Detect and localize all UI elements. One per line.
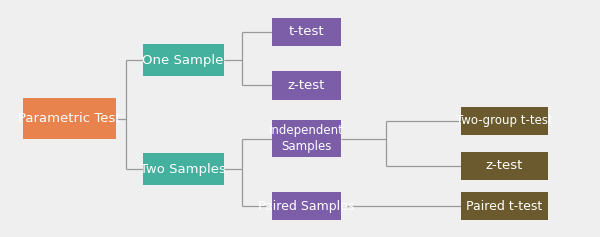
FancyBboxPatch shape	[271, 192, 341, 220]
Text: Two-group t-test: Two-group t-test	[455, 114, 553, 127]
Text: One Sample: One Sample	[142, 54, 224, 67]
Text: t-test: t-test	[288, 26, 324, 38]
FancyBboxPatch shape	[271, 120, 341, 157]
Text: Paired Samples: Paired Samples	[258, 200, 354, 213]
Text: Independent
Samples: Independent Samples	[269, 124, 343, 153]
Text: z-test: z-test	[287, 79, 325, 92]
Text: z-test: z-test	[485, 160, 523, 172]
Text: Paired t-test: Paired t-test	[466, 200, 542, 213]
Text: Two Samples: Two Samples	[140, 163, 226, 176]
Text: Parametric Test: Parametric Test	[17, 112, 121, 125]
FancyBboxPatch shape	[271, 71, 341, 100]
FancyBboxPatch shape	[143, 154, 223, 186]
FancyBboxPatch shape	[271, 18, 341, 46]
FancyBboxPatch shape	[143, 45, 223, 77]
FancyBboxPatch shape	[461, 192, 548, 220]
FancyBboxPatch shape	[461, 107, 548, 135]
FancyBboxPatch shape	[461, 152, 548, 180]
FancyBboxPatch shape	[23, 98, 115, 139]
